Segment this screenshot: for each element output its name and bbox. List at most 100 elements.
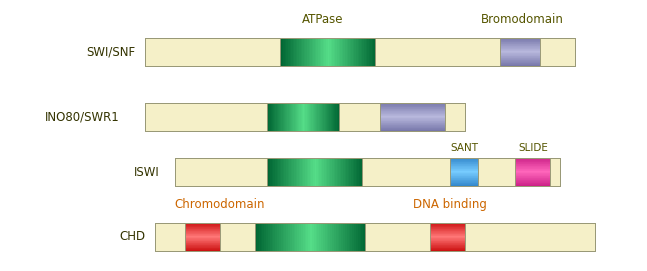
Bar	[336, 158, 339, 186]
Bar	[303, 103, 305, 131]
Bar	[331, 158, 333, 186]
Bar	[348, 38, 350, 66]
Bar	[145, 38, 575, 66]
Bar	[185, 236, 220, 237]
Text: Bromodomain: Bromodomain	[481, 13, 564, 26]
Bar	[351, 158, 353, 186]
Bar	[296, 38, 298, 66]
Bar	[325, 158, 327, 186]
Bar	[328, 103, 330, 131]
Bar	[500, 61, 540, 62]
Bar	[430, 229, 465, 230]
Bar	[450, 168, 478, 169]
Bar	[322, 103, 324, 131]
Bar	[292, 158, 294, 186]
Bar	[515, 160, 550, 162]
Bar	[329, 158, 331, 186]
Bar	[324, 158, 326, 186]
Bar	[294, 38, 296, 66]
Bar	[500, 41, 540, 42]
Bar	[380, 121, 445, 122]
Bar	[355, 38, 356, 66]
Text: INO80/SWR1: INO80/SWR1	[45, 111, 120, 124]
Bar	[380, 104, 445, 105]
Bar	[310, 223, 313, 251]
Bar	[347, 158, 350, 186]
Bar	[145, 103, 465, 131]
Bar	[293, 103, 295, 131]
Bar	[316, 103, 318, 131]
Bar	[301, 38, 303, 66]
Bar	[450, 160, 478, 161]
Bar	[292, 223, 294, 251]
Bar	[430, 227, 465, 228]
Bar	[185, 233, 220, 234]
Bar	[294, 103, 296, 131]
Bar	[500, 56, 540, 58]
Bar	[287, 158, 290, 186]
Bar	[500, 40, 540, 41]
Bar	[185, 234, 220, 235]
Bar	[500, 51, 540, 53]
Bar	[500, 52, 540, 53]
Bar	[354, 223, 356, 251]
Bar	[359, 158, 361, 186]
Bar	[515, 183, 550, 185]
Bar	[380, 109, 445, 111]
Bar	[344, 38, 345, 66]
Bar	[500, 61, 540, 63]
Bar	[307, 38, 309, 66]
Bar	[360, 158, 362, 186]
Bar	[360, 223, 362, 251]
Bar	[284, 223, 287, 251]
Bar	[286, 223, 289, 251]
Bar	[312, 38, 314, 66]
Bar	[380, 105, 445, 106]
Bar	[185, 229, 220, 230]
Bar	[430, 241, 465, 243]
Bar	[327, 103, 329, 131]
Bar	[450, 158, 478, 186]
Bar	[316, 223, 318, 251]
Bar	[285, 103, 287, 131]
Bar	[280, 103, 282, 131]
Bar	[500, 39, 540, 40]
Bar	[280, 158, 281, 186]
Bar	[185, 225, 220, 227]
Bar	[320, 103, 322, 131]
Bar	[515, 173, 550, 174]
Bar	[272, 103, 274, 131]
Bar	[185, 222, 220, 224]
Bar	[333, 158, 336, 186]
Bar	[450, 169, 478, 171]
Bar	[349, 223, 351, 251]
Bar	[175, 158, 560, 186]
Bar	[185, 238, 220, 240]
Bar	[303, 223, 305, 251]
Bar	[309, 38, 311, 66]
Bar	[380, 124, 445, 125]
Bar	[185, 242, 220, 243]
Bar	[515, 164, 550, 165]
Bar	[500, 57, 540, 58]
Bar	[380, 128, 445, 129]
Bar	[500, 63, 540, 64]
Bar	[450, 161, 478, 162]
Bar	[450, 166, 478, 167]
Bar	[299, 158, 301, 186]
Bar	[269, 103, 270, 131]
Bar	[285, 38, 287, 66]
Bar	[320, 38, 322, 66]
Bar	[450, 176, 478, 177]
Bar	[338, 158, 340, 186]
Bar	[302, 103, 303, 131]
Bar	[300, 103, 301, 131]
Bar	[292, 103, 294, 131]
Bar	[307, 158, 309, 186]
Bar	[500, 38, 540, 39]
Bar	[338, 103, 340, 131]
Bar	[362, 38, 364, 66]
Bar	[515, 163, 550, 164]
Bar	[338, 223, 340, 251]
Bar	[515, 179, 550, 180]
